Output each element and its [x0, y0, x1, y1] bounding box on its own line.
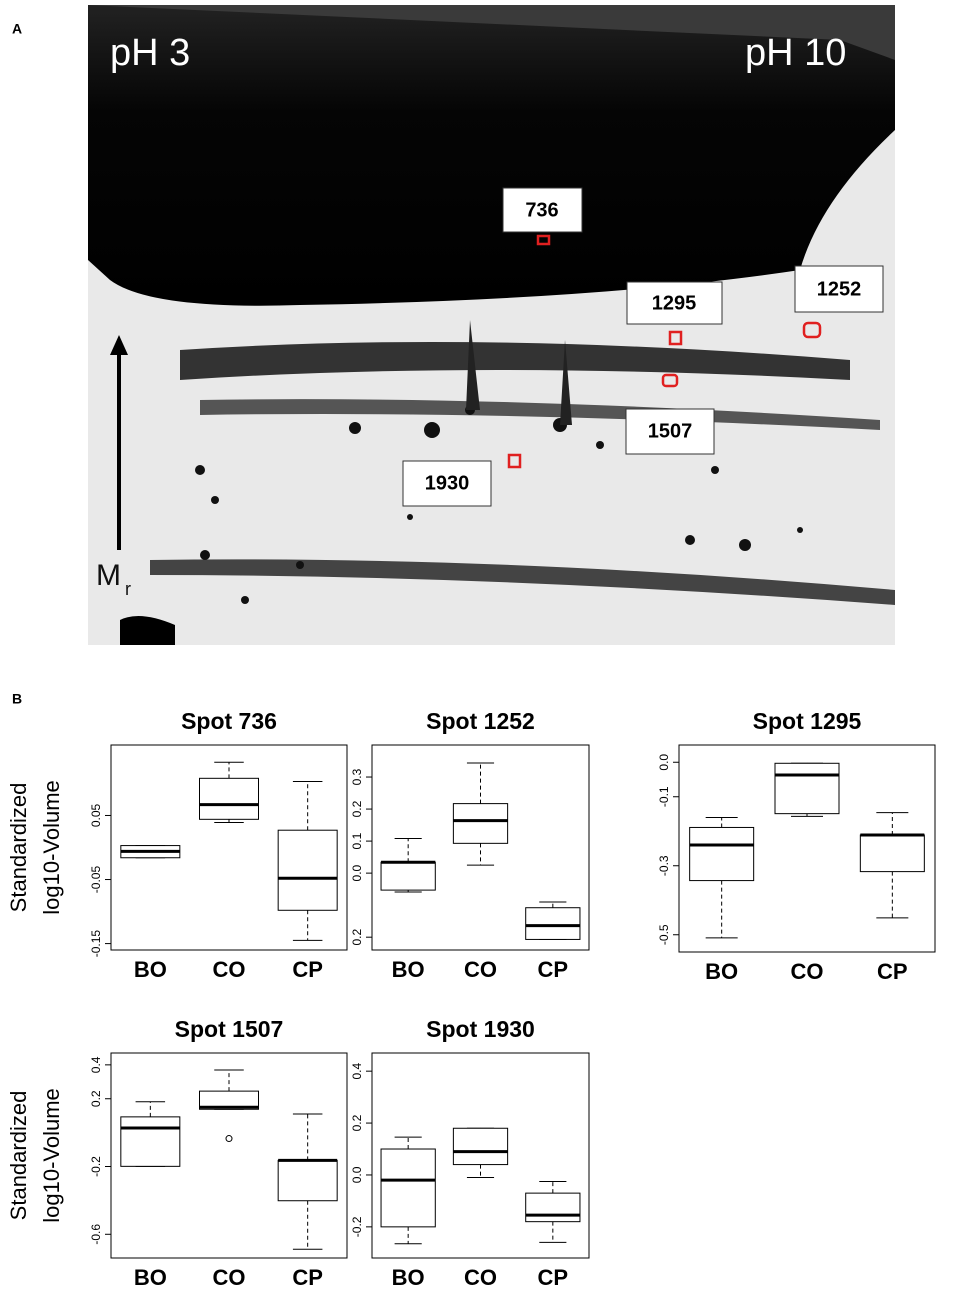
spot-label: 1295 — [652, 292, 697, 314]
y-axis-label: log10-Volume — [39, 1088, 64, 1223]
box — [525, 1192, 581, 1223]
y-tick-label: -0.5 — [657, 924, 671, 945]
plot-frame — [110, 744, 348, 951]
box — [774, 762, 840, 815]
x-tick-label: CO — [464, 957, 497, 982]
x-tick-label: BO — [392, 957, 425, 982]
x-tick-label: CP — [877, 959, 908, 984]
spot-label: 1507 — [648, 420, 693, 442]
y-tick-label: 0.0 — [657, 754, 671, 771]
y-axis-label: Standardized — [6, 1091, 31, 1221]
box — [277, 1159, 338, 1202]
y-tick-label: 0.2 — [350, 800, 364, 817]
y-tick-label: -0.15 — [89, 930, 103, 958]
box — [452, 1127, 509, 1166]
box — [380, 1148, 436, 1228]
spot-labels: 736 1295 1252 1507 1930 — [425, 199, 862, 494]
y-tick-label: 0.3 — [350, 768, 364, 785]
mr-subscript: r — [125, 579, 131, 599]
y-tick-label: 0.2 — [89, 1090, 103, 1107]
y-tick-label: -0.3 — [657, 855, 671, 876]
x-tick-label: BO — [134, 957, 167, 982]
x-tick-label: CP — [538, 1265, 569, 1290]
box — [689, 826, 755, 882]
box — [452, 803, 509, 844]
chart-title: Spot 736 — [181, 708, 277, 734]
box — [199, 777, 259, 820]
panel-label: B — [12, 691, 22, 707]
spot-label: 736 — [525, 199, 558, 221]
spot-label: 1930 — [425, 472, 470, 494]
y-tick-label: -0.6 — [89, 1224, 103, 1245]
plot-frame — [110, 1052, 348, 1259]
outlier — [225, 1135, 233, 1143]
y-tick-label: -0.2 — [89, 1156, 103, 1177]
x-tick-label: BO — [392, 1265, 425, 1290]
mr-label: M — [96, 559, 121, 592]
box — [277, 829, 338, 911]
x-tick-label: CP — [292, 957, 323, 982]
x-tick-label: CO — [464, 1265, 497, 1290]
plot-frame — [371, 744, 590, 951]
y-tick-label: 0.0 — [350, 864, 364, 881]
gel-image — [88, 5, 895, 645]
panel-label: A — [12, 21, 22, 37]
x-tick-label: CO — [791, 959, 824, 984]
y-tick-label: 0.1 — [350, 832, 364, 849]
ph-label: pH 3 — [110, 32, 190, 74]
x-tick-label: CP — [538, 957, 569, 982]
plot-frame — [678, 744, 936, 953]
chart-title: Spot 1507 — [175, 1016, 284, 1042]
box — [525, 907, 581, 940]
box — [199, 1090, 259, 1110]
box — [380, 861, 436, 891]
y-tick-label: 0.05 — [89, 803, 103, 827]
x-tick-label: BO — [134, 1265, 167, 1290]
x-tick-label: CO — [213, 957, 246, 982]
y-tick-label: 0.4 — [350, 1063, 364, 1080]
chart-title: Spot 1930 — [426, 1016, 535, 1042]
y-tick-label: -0.2 — [350, 1216, 364, 1237]
x-tick-label: CP — [292, 1265, 323, 1290]
y-axis-label: Standardized — [6, 783, 31, 913]
y-tick-label: 0.4 — [89, 1056, 103, 1073]
y-tick-label: 0.2 — [350, 929, 364, 946]
y-tick-label: 0.2 — [350, 1114, 364, 1131]
x-tick-label: BO — [705, 959, 738, 984]
plot-frame — [371, 1052, 590, 1259]
box — [120, 1116, 181, 1167]
chart-title: Spot 1252 — [426, 708, 535, 734]
box — [859, 834, 925, 873]
y-tick-label: 0.0 — [350, 1166, 364, 1183]
spot-label: 1252 — [817, 278, 862, 300]
y-tick-label: -0.1 — [657, 786, 671, 807]
y-axis-label: log10-Volume — [39, 780, 64, 915]
y-tick-label: -0.05 — [89, 866, 103, 894]
x-tick-label: CO — [213, 1265, 246, 1290]
ph-label: pH 10 — [745, 32, 846, 74]
chart-title: Spot 1295 — [753, 708, 862, 734]
